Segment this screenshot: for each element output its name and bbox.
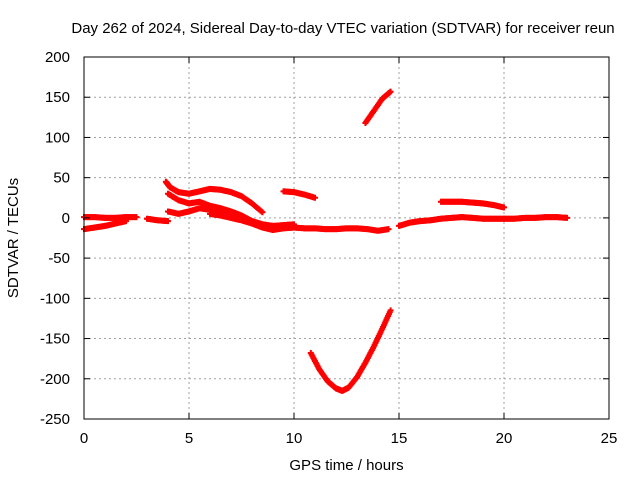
x-tick-label: 15 [391,430,408,447]
data-point [385,226,392,233]
y-tick-label: -200 [40,371,70,388]
series-arc-2 [81,214,140,221]
plot-frame [83,56,610,420]
data-point [387,88,394,95]
y-tick-label: 200 [45,49,70,66]
x-tick-label: 0 [80,430,88,447]
axis-ticks [83,56,610,420]
y-tick-label: 100 [45,129,70,146]
data-points [81,88,570,394]
data-point [133,214,140,221]
series-arc-9 [291,224,392,234]
y-tick-label: -100 [40,290,70,307]
series-arc-11 [362,88,394,126]
series-arc-13 [438,198,507,211]
series-arc-4 [162,178,266,216]
grid-lines [84,57,609,419]
tick-labels: 0 5 10 15 20 25 -250 -200 -150 -100 -50 0 50 100 150 20… [40,49,617,447]
y-axis-label: SDTVAR / TECUs [5,178,22,298]
data-point [259,209,266,216]
series-arc-3 [144,215,171,225]
y-tick-label: -150 [40,331,70,348]
y-tick-label: -250 [40,411,70,428]
series-arc-7 [207,210,297,233]
data-point [312,194,318,201]
data-point [564,214,570,221]
series-arc-10 [307,307,394,394]
series-arc-12 [396,214,507,229]
y-tick-label: 0 [62,210,70,227]
series-arc-8 [280,188,318,201]
x-axis-label: GPS time / hours [289,457,403,474]
data-point [387,307,394,314]
data-point [165,218,171,225]
y-tick-label: 50 [53,170,70,187]
x-tick-label: 25 [601,430,618,447]
y-tick-label: -50 [48,250,70,267]
data-point [501,204,507,211]
x-tick-label: 20 [496,430,513,447]
x-tick-label: 10 [286,430,303,447]
chart-title: Day 262 of 2024, Sidereal Day-to-day VTE… [71,20,614,37]
series-arc-14 [501,214,570,222]
x-tick-label: 5 [185,430,193,447]
y-tick-label: 150 [45,89,70,106]
